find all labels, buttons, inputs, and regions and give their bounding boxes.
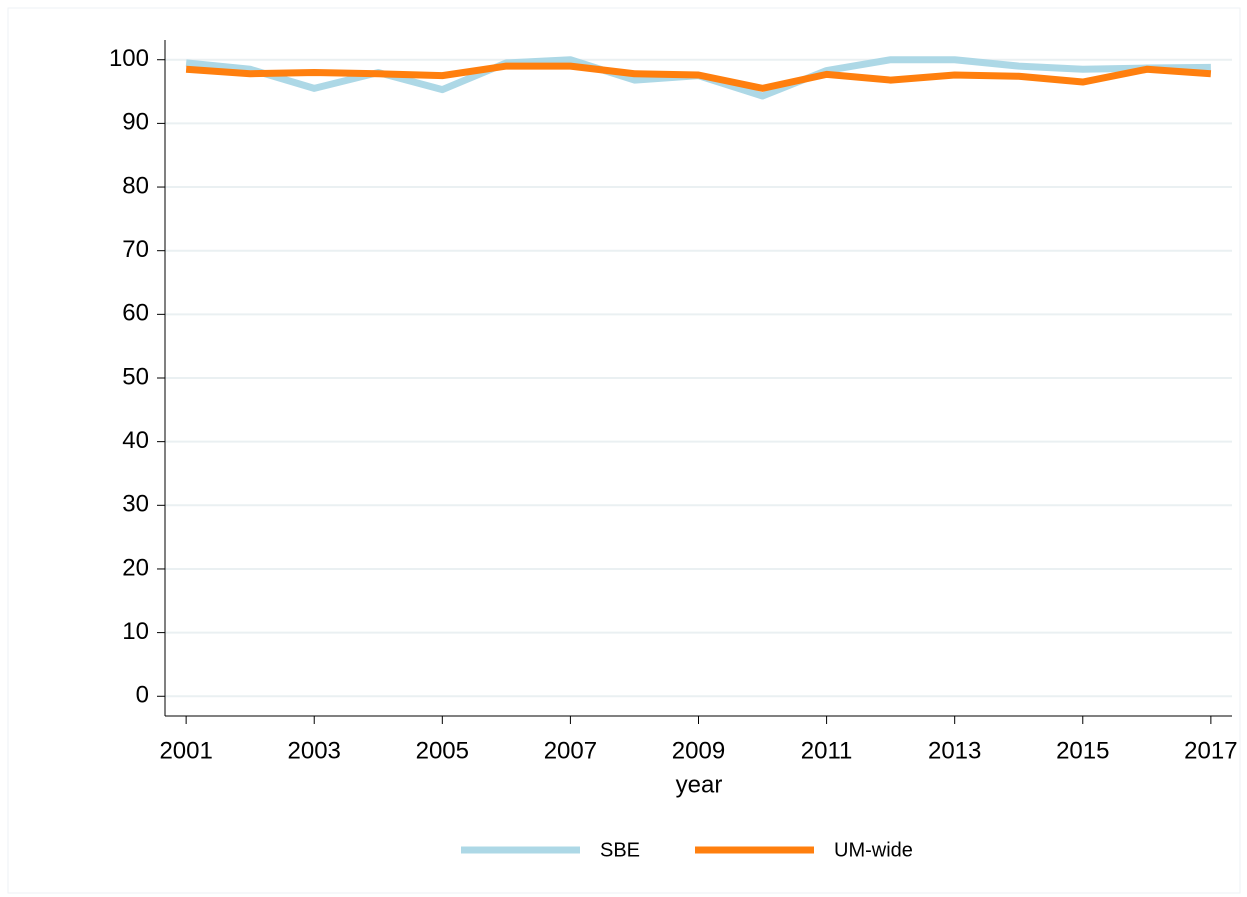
series-line — [185, 62, 1212, 92]
y-tick-label: 0 — [136, 682, 149, 709]
legend-label: UM-wide — [834, 839, 913, 861]
x-tick-label: 2011 — [801, 737, 853, 764]
y-tick-label: 20 — [122, 554, 149, 581]
y-tick-label: 50 — [122, 363, 149, 390]
y-tick-label: 40 — [122, 427, 149, 454]
x-tick-label: 2007 — [544, 737, 597, 764]
frame — [7, 7, 1241, 894]
y-tick-label: 10 — [122, 618, 149, 645]
x-tick-label: 2013 — [928, 737, 981, 764]
y-tick-label: 80 — [122, 172, 149, 199]
x-tick-label: 2005 — [416, 737, 469, 764]
x-tick-label: 2017 — [1184, 737, 1237, 764]
y-tick-label: 90 — [122, 109, 149, 136]
x-tick-label: 2003 — [288, 737, 341, 764]
legend-label: SBE — [600, 839, 640, 861]
y-tick-label: 70 — [122, 236, 149, 263]
x-tick-label: 2015 — [1056, 737, 1109, 764]
y-tick-label: 30 — [122, 491, 149, 518]
x-axis-label: year — [676, 771, 723, 798]
y-tick-label: 100 — [109, 45, 149, 72]
x-tick-label: 2009 — [672, 737, 725, 764]
x-tick-label: 2001 — [159, 737, 212, 764]
y-tick-label: 60 — [122, 300, 149, 327]
